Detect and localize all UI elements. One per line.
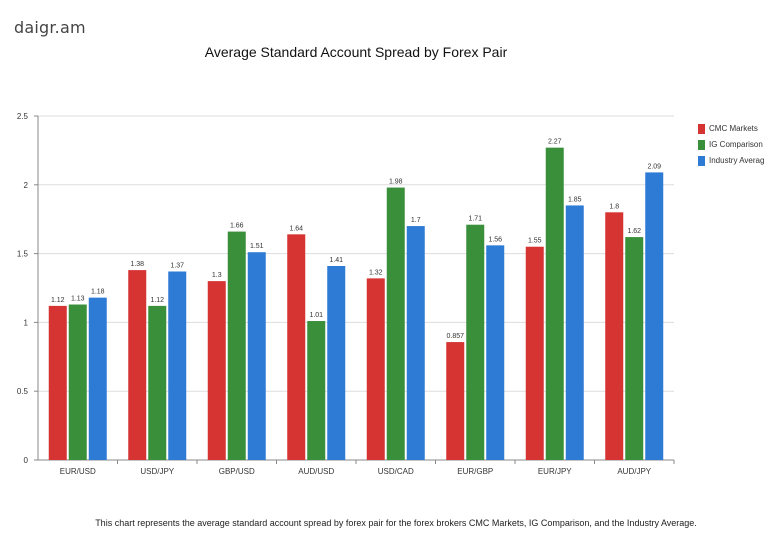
data-label: 1.3 [212, 272, 222, 279]
bar [645, 172, 664, 460]
data-label: 1.98 [389, 179, 403, 186]
legend-label: CMC Markets [709, 124, 758, 133]
bar [525, 246, 544, 460]
bar [148, 305, 167, 460]
y-tick-label: 2.5 [17, 112, 29, 121]
bar [366, 278, 385, 460]
data-label: 1.12 [51, 297, 65, 304]
legend-swatch [698, 139, 705, 150]
bar [207, 281, 226, 460]
data-label: 1.71 [468, 216, 482, 223]
bar [605, 212, 624, 460]
x-tick-label: EUR/JPY [538, 467, 572, 476]
data-label: 1.66 [230, 223, 244, 230]
data-label: 2.09 [647, 163, 661, 170]
data-label: 1.55 [528, 238, 542, 245]
legend-label: Industry Averag [709, 156, 765, 165]
bar [446, 342, 465, 460]
bar [545, 147, 564, 460]
y-tick-label: 2 [24, 181, 29, 190]
legend-swatch [698, 123, 705, 134]
data-label: 1.41 [329, 257, 343, 264]
x-tick-label: EUR/GBP [457, 467, 493, 476]
data-label: 1.13 [71, 296, 85, 303]
x-tick-label: USD/JPY [140, 467, 174, 476]
data-label: 1.8 [609, 203, 619, 210]
bar [625, 237, 644, 460]
x-tick-label: EUR/USD [60, 467, 96, 476]
data-label: 1.64 [289, 225, 303, 232]
chart-legend: CMC Markets IG Comparison Industry Averag [698, 121, 768, 169]
data-label: 1.56 [488, 236, 502, 243]
y-tick-label: 0.5 [17, 387, 29, 396]
bar [287, 234, 306, 460]
bar [247, 252, 266, 460]
x-tick-label: GBP/USD [219, 467, 255, 476]
legend-label: IG Comparison [709, 140, 763, 149]
bar [128, 270, 147, 460]
data-label: 0.857 [446, 333, 464, 340]
data-label: 1.7 [411, 217, 421, 224]
data-label: 1.62 [627, 228, 641, 235]
bar [386, 187, 405, 460]
bar [565, 205, 584, 460]
bar [48, 305, 67, 460]
data-label: 1.32 [369, 269, 383, 276]
x-tick-label: USD/CAD [378, 467, 414, 476]
data-label: 1.37 [170, 262, 184, 269]
data-label: 1.85 [568, 196, 582, 203]
legend-item: CMC Markets [698, 121, 768, 136]
bar [227, 231, 246, 460]
bar [68, 304, 87, 460]
y-tick-label: 0 [24, 456, 29, 465]
legend-item: Industry Averag [698, 153, 768, 168]
x-tick-label: AUD/JPY [617, 467, 651, 476]
chart-caption: This chart represents the average standa… [95, 518, 697, 528]
data-label: 1.38 [130, 261, 144, 268]
data-label: 1.18 [91, 289, 105, 296]
chart-title: Average Standard Account Spread by Forex… [204, 44, 508, 60]
bar [168, 271, 187, 460]
data-label: 1.01 [309, 312, 323, 319]
legend-swatch [698, 155, 705, 166]
data-label: 1.51 [250, 243, 264, 250]
bar [486, 245, 505, 460]
bar [406, 226, 425, 460]
legend-item: IG Comparison [698, 137, 768, 152]
data-label: 2.27 [548, 139, 562, 146]
y-tick-label: 1.5 [17, 250, 29, 259]
bar [88, 297, 107, 460]
y-tick-label: 1 [24, 318, 29, 327]
bar [466, 224, 485, 460]
bar [327, 265, 346, 460]
bar [307, 321, 326, 460]
x-tick-label: AUD/USD [298, 467, 334, 476]
brand-logo: daigr.am [14, 18, 86, 37]
data-label: 1.12 [150, 297, 164, 304]
